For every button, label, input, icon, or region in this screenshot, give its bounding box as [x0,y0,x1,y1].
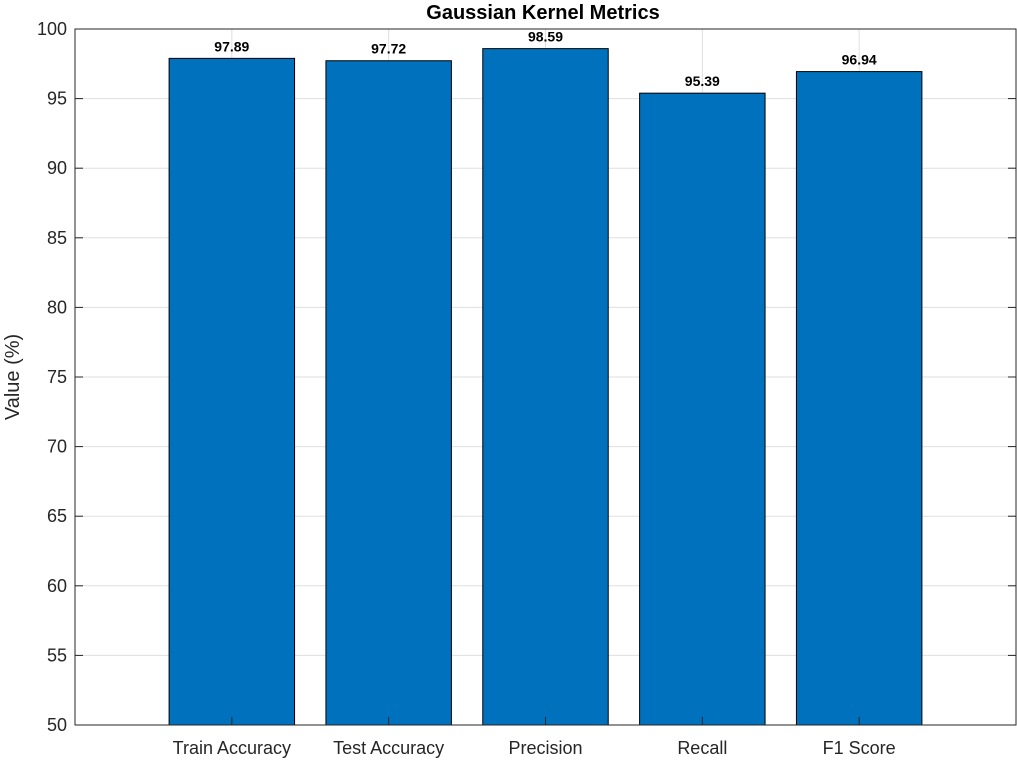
bar [639,92,766,726]
x-tick-label: Test Accuracy [333,738,444,758]
x-tick-label: F1 Score [823,738,896,758]
bar [168,57,296,726]
y-tick-label: 80 [47,297,67,317]
y-axis-ticks: 50 55 60 65 70 75 80 85 90 95 100 [37,19,1016,735]
bars [168,48,923,726]
y-axis-label: Value (%) [2,334,24,420]
x-tick-label: Precision [508,738,582,758]
x-tick-label: Train Accuracy [173,738,291,758]
bar [795,71,923,726]
chart-title: Gaussian Kernel Metrics [426,2,659,24]
y-tick-label: 50 [47,715,67,735]
x-axis-ticks: Train Accuracy Test Accuracy Precision Reca… [173,717,896,758]
data-labels: 97.89 97.72 98.59 95.39 96.94 [214,29,877,90]
data-label: 98.59 [528,29,563,45]
bar [325,60,452,726]
y-tick-label: 55 [47,645,67,665]
x-tick-label: Recall [677,738,727,758]
y-tick-label: 70 [47,437,67,457]
y-tick-label: 100 [37,19,67,39]
y-tick-label: 75 [47,367,67,387]
y-tick-label: 95 [47,89,67,109]
y-tick-label: 85 [47,228,67,248]
data-label: 97.89 [214,38,249,54]
data-label: 97.72 [371,41,406,57]
data-label: 95.39 [685,73,720,89]
y-tick-label: 65 [47,506,67,526]
bar [482,48,609,726]
y-tick-label: 90 [47,158,67,178]
y-tick-label: 60 [47,576,67,596]
data-label: 96.94 [842,52,877,68]
